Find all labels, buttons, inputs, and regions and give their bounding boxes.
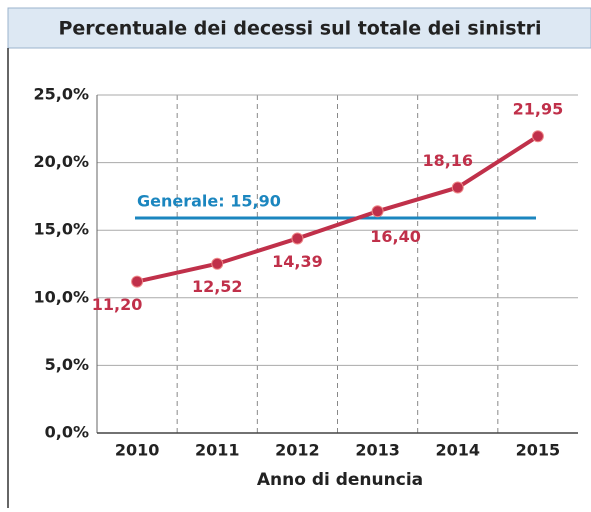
data-point bbox=[531, 130, 544, 143]
data-label: 14,39 bbox=[272, 252, 323, 271]
data-label: 11,20 bbox=[92, 295, 143, 314]
data-point bbox=[291, 232, 304, 245]
y-tick-label: 20,0% bbox=[33, 152, 89, 171]
series-line bbox=[136, 134, 539, 284]
data-point bbox=[371, 205, 384, 218]
data-label: 16,40 bbox=[370, 227, 421, 246]
data-label: 21,95 bbox=[513, 100, 564, 119]
data-label: 18,16 bbox=[422, 151, 473, 170]
data-point bbox=[451, 181, 464, 194]
x-tick-label: 2010 bbox=[115, 441, 160, 460]
x-tick-label: 2012 bbox=[275, 441, 320, 460]
y-tick-label: 10,0% bbox=[33, 287, 89, 306]
data-label: 12,52 bbox=[192, 277, 243, 296]
data-point bbox=[131, 275, 144, 288]
x-tick-label: 2014 bbox=[435, 441, 480, 460]
x-tick-label: 2015 bbox=[516, 441, 561, 460]
x-axis-label: Anno di denuncia bbox=[257, 470, 423, 490]
x-tick-label: 2011 bbox=[195, 441, 240, 460]
reference-label: Generale: 15,90 bbox=[137, 192, 281, 211]
y-tick-label: 5,0% bbox=[45, 355, 89, 374]
x-tick-label: 2013 bbox=[355, 441, 400, 460]
y-tick-label: 25,0% bbox=[33, 85, 89, 104]
y-tick-label: 0,0% bbox=[45, 423, 89, 442]
data-point bbox=[211, 257, 224, 270]
title-bar bbox=[7, 7, 591, 49]
chart-title: Percentuale dei decessi sul totale dei s… bbox=[58, 18, 541, 40]
y-tick-label: 15,0% bbox=[33, 220, 89, 239]
